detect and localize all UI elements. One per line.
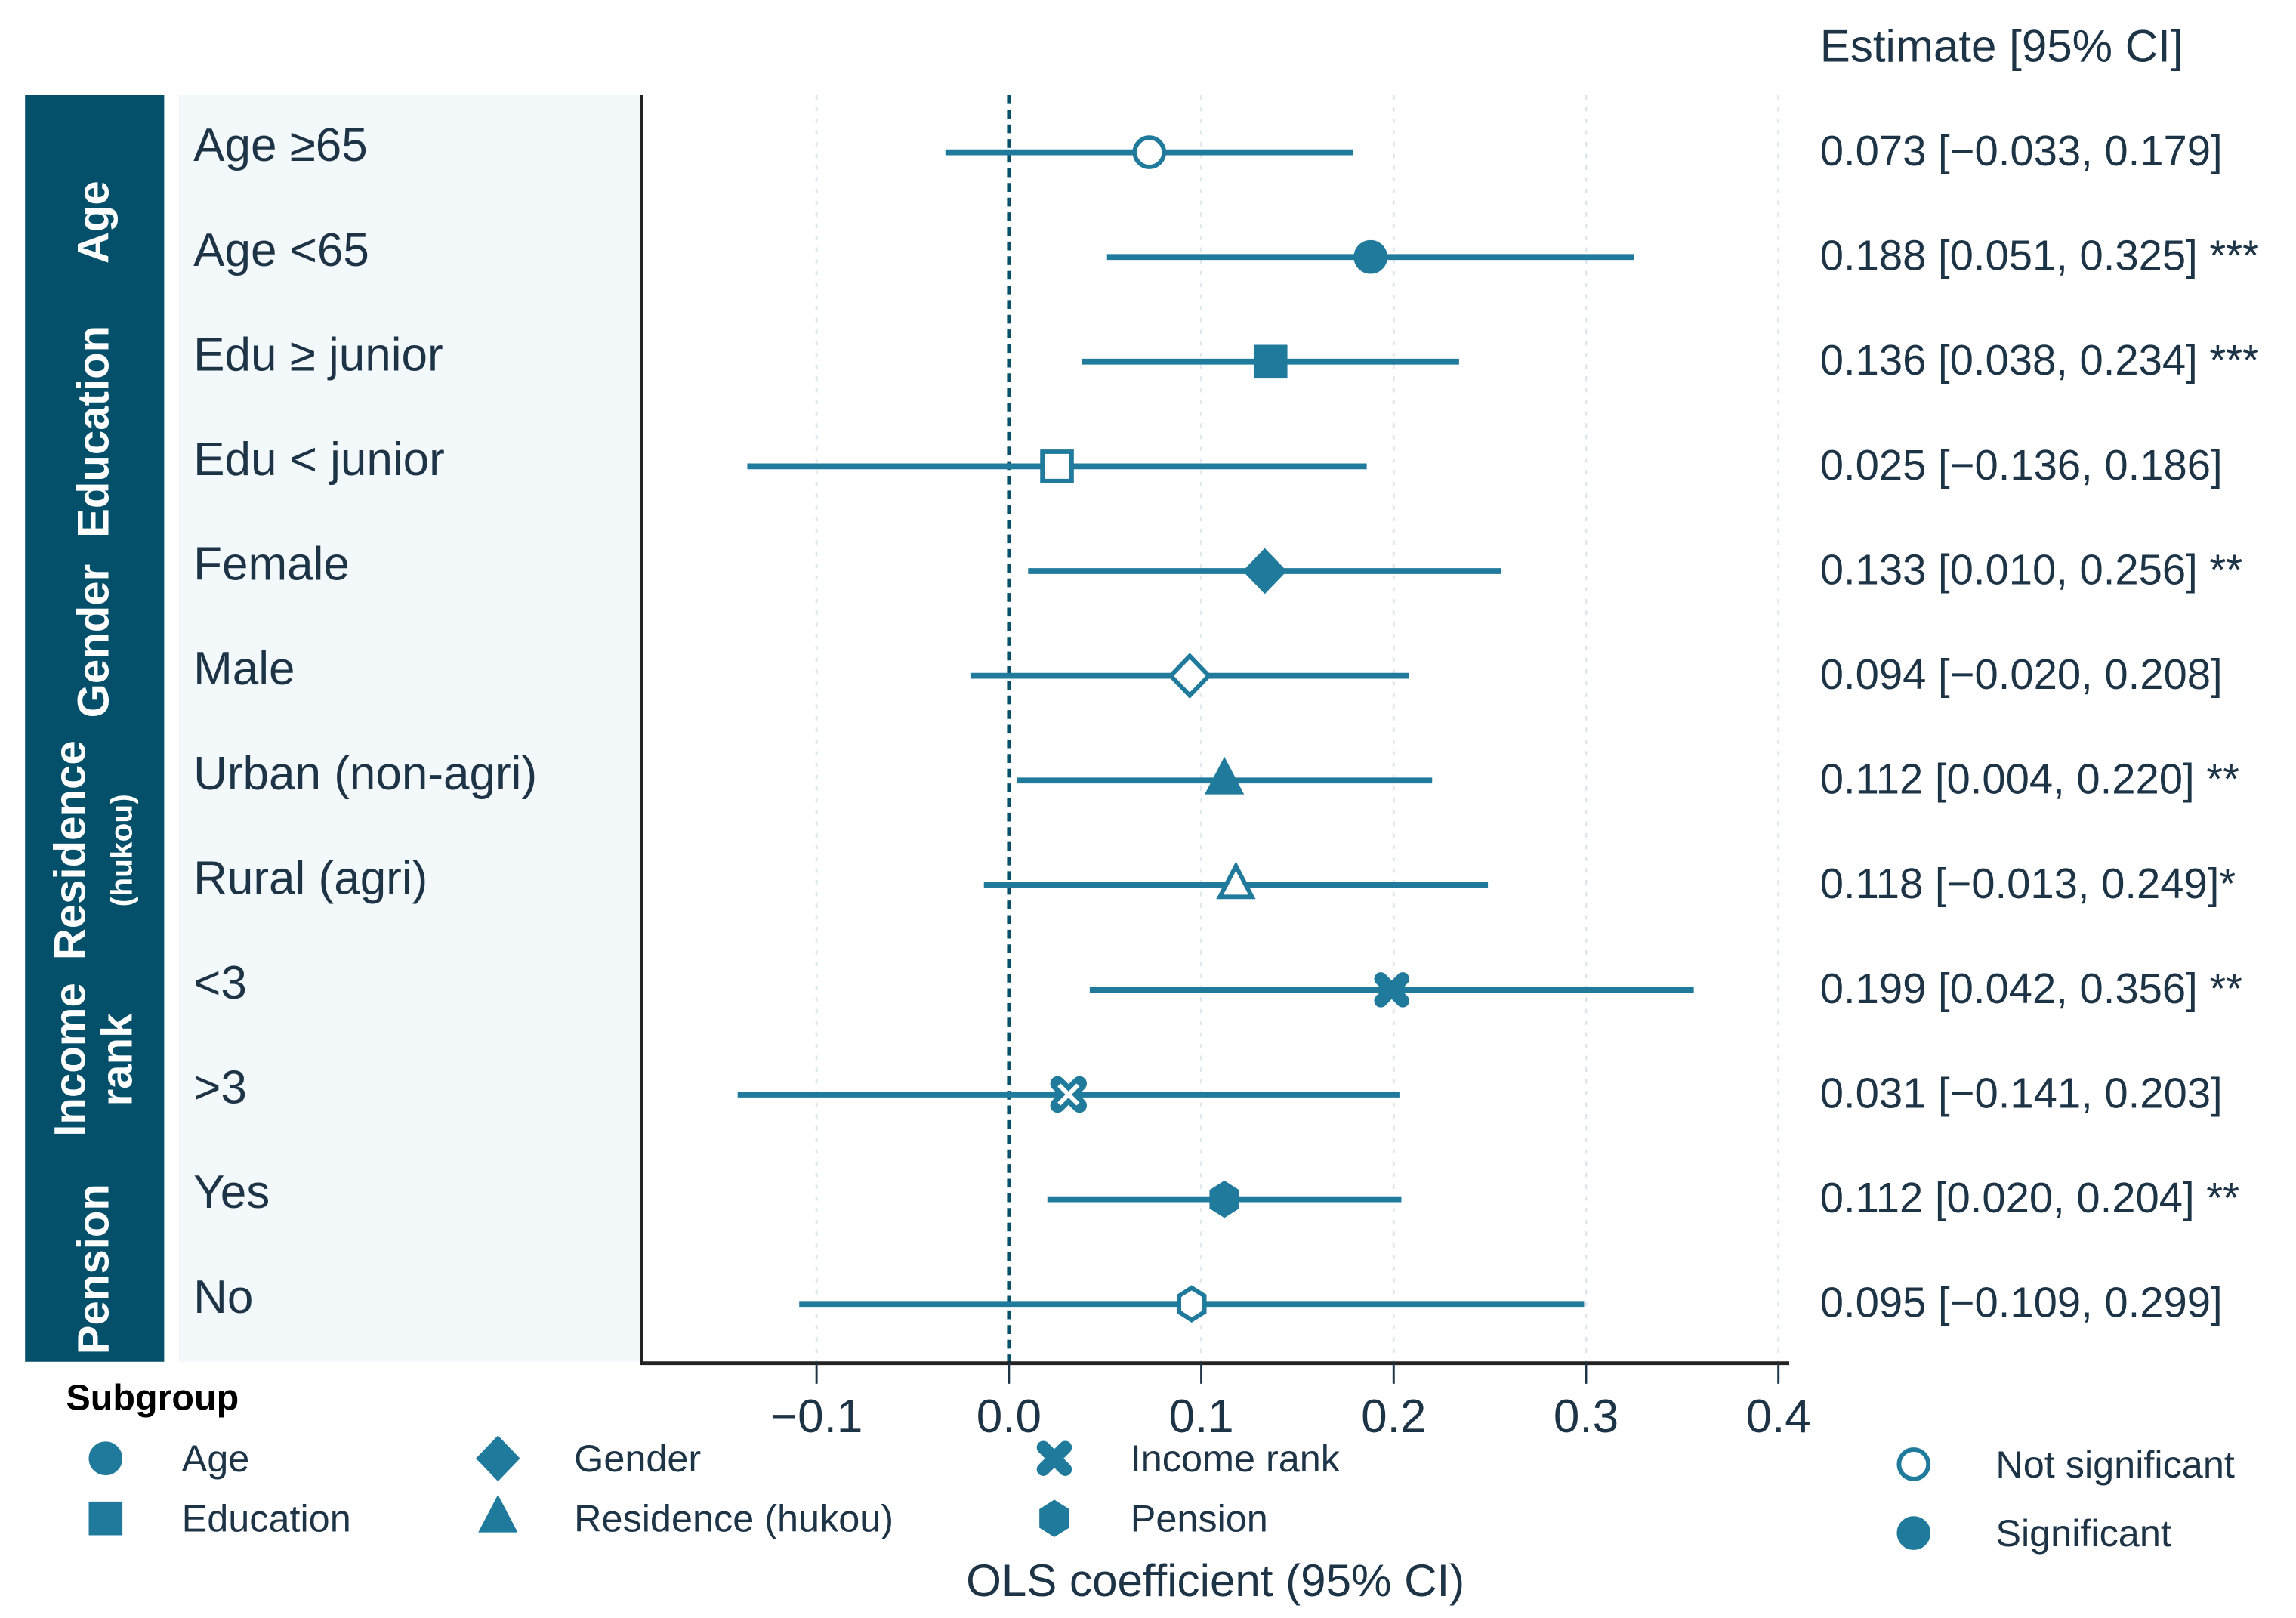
legend-marker — [1039, 1499, 1069, 1537]
group-label: Age — [69, 181, 119, 264]
group-label-text: rank — [93, 1013, 142, 1106]
point-estimate — [1209, 1180, 1239, 1218]
row-label: Edu < junior — [193, 434, 445, 486]
x-tick-label: 0.1 — [1168, 1391, 1233, 1443]
estimate-text: 0.112 [0.004, 0.220] ** — [1820, 755, 2239, 803]
legend-significance-marker — [1896, 1447, 1931, 1481]
legend-label: Income rank — [1131, 1437, 1341, 1480]
estimate-text: 0.031 [−0.141, 0.203] — [1820, 1069, 2223, 1116]
x-tick-label: 0.0 — [977, 1391, 1042, 1443]
row-label: Male — [193, 643, 295, 695]
point-estimate — [1374, 972, 1409, 1008]
row-label: >3 — [193, 1062, 247, 1114]
point-estimate — [1040, 449, 1074, 483]
point-estimate — [1353, 239, 1388, 274]
estimate-text: 0.112 [0.020, 0.204] ** — [1820, 1174, 2239, 1221]
point-estimate — [1050, 1076, 1088, 1113]
point-estimate — [1132, 135, 1167, 169]
point-estimate — [1253, 344, 1288, 379]
row-label: <3 — [193, 957, 247, 1009]
row-label: Yes — [193, 1166, 270, 1218]
legend-significance-marker — [1896, 1516, 1931, 1550]
legend-label: Education — [182, 1497, 351, 1540]
group-label-text: Gender — [69, 564, 119, 718]
estimate-text: 0.095 [−0.109, 0.299] — [1820, 1279, 2223, 1326]
row-label: Urban (non-agri) — [193, 748, 537, 800]
legend-significance-label: Significant — [1995, 1511, 2171, 1555]
legend-significance-label: Not significant — [1995, 1443, 2235, 1486]
x-tick-label: 0.4 — [1746, 1391, 1811, 1443]
estimate-text: 0.025 [−0.136, 0.186] — [1820, 441, 2223, 489]
group-sublabel: (hukou) — [104, 794, 139, 906]
legend-marker — [478, 1494, 518, 1533]
x-tick-label: 0.2 — [1361, 1391, 1426, 1443]
point-estimate — [1177, 1285, 1207, 1323]
legend-marker — [476, 1435, 520, 1482]
legend-label: Age — [182, 1437, 250, 1480]
point-estimate — [1204, 756, 1245, 795]
row-label: Age ≥65 — [193, 119, 368, 171]
estimate-text: 0.073 [−0.033, 0.179] — [1820, 127, 2223, 174]
group-label: Residence (hukou) — [46, 740, 139, 960]
estimate-text: 0.136 [0.038, 0.234] *** — [1820, 336, 2259, 384]
row-label: Female — [193, 539, 350, 591]
point-estimate — [1216, 861, 1256, 900]
legend-label: Gender — [574, 1437, 701, 1480]
estimate-text: 0.133 [0.010, 0.256] ** — [1820, 545, 2242, 593]
estimate-text: 0.188 [0.051, 0.325] *** — [1820, 232, 2259, 279]
estimate-text: 0.199 [0.042, 0.356] ** — [1820, 965, 2242, 1012]
group-label-text: Residence — [46, 740, 95, 960]
x-axis-title: OLS coefficient (95% CI) — [966, 1555, 1464, 1606]
group-label: Gender — [69, 564, 119, 718]
legend-marker — [88, 1441, 123, 1475]
estimate-text: 0.094 [−0.020, 0.208] — [1820, 650, 2223, 698]
group-label-text: Age — [69, 181, 119, 264]
estimate-header: Estimate [95% CI] — [1820, 20, 2183, 71]
row-label: Rural (agri) — [193, 852, 427, 904]
legend-marker — [88, 1501, 123, 1536]
legend-marker — [1036, 1440, 1072, 1476]
legend-label: Pension — [1131, 1497, 1268, 1540]
estimate-text: 0.118 [−0.013, 0.249]* — [1820, 860, 2236, 907]
legend-label: Residence (hukou) — [574, 1497, 893, 1540]
row-label: Age <65 — [193, 224, 369, 276]
group-label: Education — [69, 326, 119, 538]
row-label: Edu ≥ junior — [193, 329, 443, 381]
row-label: No — [193, 1271, 253, 1323]
point-estimate — [1242, 548, 1287, 594]
group-label-text: Income — [46, 983, 95, 1137]
group-label-text: Education — [69, 326, 119, 538]
label-panel — [178, 95, 640, 1362]
point-estimate — [1168, 653, 1212, 699]
group-label-text: Pension — [69, 1184, 119, 1354]
x-tick-label: −0.1 — [770, 1391, 863, 1443]
x-tick-label: 0.3 — [1554, 1391, 1619, 1443]
legend-title: Subgroup — [66, 1378, 239, 1419]
group-label: Pension — [69, 1184, 119, 1354]
group-panel — [25, 95, 165, 1362]
